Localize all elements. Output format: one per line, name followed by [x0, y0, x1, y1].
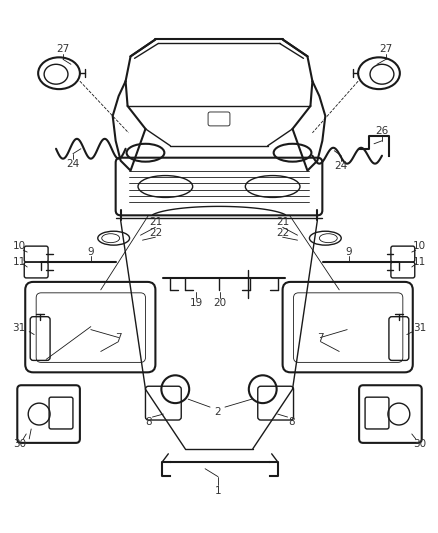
Text: 19: 19	[189, 298, 202, 308]
Text: 7: 7	[115, 333, 122, 343]
Text: 9: 9	[345, 247, 352, 257]
Text: 10: 10	[412, 241, 425, 251]
Text: 9: 9	[87, 247, 94, 257]
Text: 22: 22	[148, 228, 162, 238]
Text: 27: 27	[56, 44, 70, 54]
Text: 30: 30	[13, 439, 26, 449]
Text: 26: 26	[374, 126, 388, 136]
Text: 22: 22	[276, 228, 289, 238]
Text: 30: 30	[412, 439, 425, 449]
Text: 20: 20	[213, 298, 226, 308]
Text: 24: 24	[66, 159, 79, 168]
Text: 27: 27	[378, 44, 392, 54]
Text: 11: 11	[412, 257, 425, 267]
Text: 10: 10	[13, 241, 26, 251]
Text: 8: 8	[288, 417, 294, 427]
Text: 31: 31	[412, 322, 425, 333]
Text: 1: 1	[214, 486, 221, 496]
Text: 21: 21	[276, 217, 289, 227]
Text: 11: 11	[13, 257, 26, 267]
Text: 21: 21	[148, 217, 162, 227]
Text: 31: 31	[13, 322, 26, 333]
Text: 7: 7	[316, 333, 323, 343]
Text: 8: 8	[145, 417, 152, 427]
Text: 24: 24	[334, 160, 347, 171]
Text: 2: 2	[214, 407, 221, 417]
